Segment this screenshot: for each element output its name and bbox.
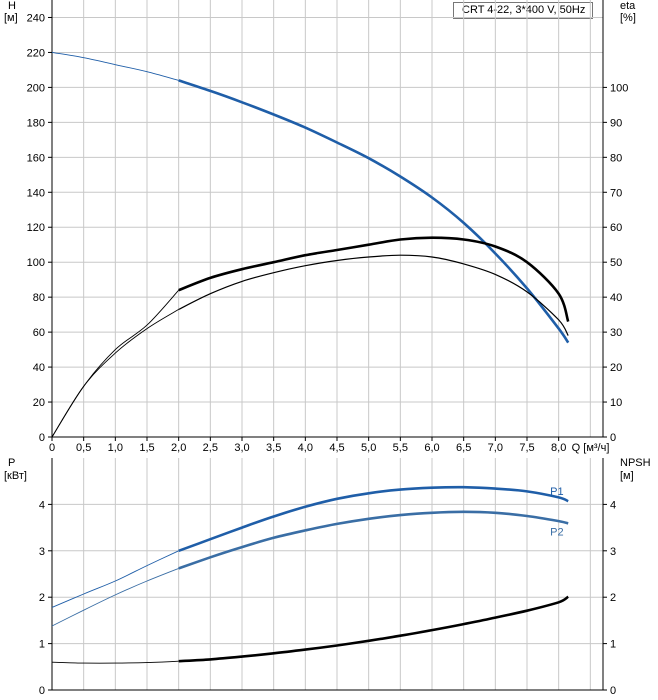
y-tick-label-right: 80 [610, 152, 622, 164]
series-line-P1-thin [51, 550, 179, 608]
series-label-P1: P1 [550, 486, 563, 498]
series-line-NPSH-thin [51, 660, 179, 664]
y-axis-unit-left: [м] [4, 12, 18, 24]
y-tick-label-left: 100 [27, 257, 45, 269]
x-tick-label: 5,0 [361, 442, 376, 454]
series-line-P2 [178, 510, 569, 570]
y-tick-label-left: 80 [33, 292, 45, 304]
y-tick-label-left: 2 [39, 592, 45, 604]
y-tick-label-left: 160 [27, 152, 45, 164]
x-tick-label: 1,0 [108, 442, 123, 454]
y-tick-label-left: 3 [39, 546, 45, 558]
series-line-eta_thin [178, 254, 569, 336]
x-tick-label: 0 [49, 442, 55, 454]
y-tick-label-right: 3 [610, 546, 616, 558]
y-tick-label-left: 40 [33, 362, 45, 374]
y-axis-label-right: NPSH [620, 457, 651, 469]
series-line-H-thin [51, 51, 179, 81]
x-tick-label: 6,0 [424, 442, 439, 454]
x-tick-label: 7,0 [488, 442, 503, 454]
y-tick-label-left: 60 [33, 327, 45, 339]
y-tick-label-right: 10 [610, 397, 622, 409]
y-tick-label-right: 100 [610, 82, 628, 94]
y-tick-label-left: 240 [27, 12, 45, 24]
x-tick-label: 2,0 [171, 442, 186, 454]
series-line-eta_thin-thin [51, 309, 179, 438]
y-tick-label-right: 30 [610, 327, 622, 339]
x-tick-label: 4,5 [329, 442, 344, 454]
y-tick-label-right: 2 [610, 592, 616, 604]
x-tick-label: 3,0 [234, 442, 249, 454]
x-tick-label: 8,0 [551, 442, 566, 454]
series-label-P2: P2 [550, 526, 563, 538]
x-tick-label: 0,5 [76, 442, 91, 454]
y-tick-label-left: 4 [39, 499, 45, 511]
y-tick-label-right: 0 [610, 685, 616, 697]
y-axis-unit-right: [м] [620, 470, 634, 482]
y-axis-label-left: H [8, 0, 16, 12]
y-tick-label-right: 70 [610, 187, 622, 199]
x-tick-label: 4,0 [298, 442, 313, 454]
series-line-P1 [178, 485, 569, 553]
y-tick-label-right: 0 [610, 432, 616, 444]
y-tick-label-left: 0 [39, 432, 45, 444]
series-line-P2-thin [51, 567, 179, 627]
pump-title-box: CRT 4-22, 3*400 V, 50Hz [453, 2, 593, 19]
y-tick-label-left: 140 [27, 187, 45, 199]
y-axis-label-right: eta [620, 0, 636, 12]
y-tick-label-left: 220 [27, 47, 45, 59]
y-tick-label-right: 90 [610, 117, 622, 129]
y-tick-label-left: 1 [39, 639, 45, 651]
y-tick-label-left: 0 [39, 685, 45, 697]
y-axis-unit-left: [кВт] [4, 470, 27, 482]
x-tick-label: 3,5 [266, 442, 281, 454]
y-tick-label-left: 20 [33, 397, 45, 409]
y-tick-label-right: 20 [610, 362, 622, 374]
pump-title: CRT 4-22, 3*400 V, 50Hz [462, 4, 586, 16]
y-tick-label-right: 40 [610, 292, 622, 304]
y-axis-unit-right: [%] [620, 12, 636, 24]
x-tick-label: 1,5 [139, 442, 154, 454]
y-tick-label-right: 1 [610, 639, 616, 651]
x-tick-label: 7,5 [519, 442, 534, 454]
series-line-H [178, 79, 570, 344]
y-tick-label-left: 120 [27, 222, 45, 234]
y-tick-label-right: 4 [610, 499, 616, 511]
x-tick-label: 2,5 [203, 442, 218, 454]
x-tick-label: 5,5 [393, 442, 408, 454]
x-axis-label: Q [м³/ч] [572, 442, 610, 454]
x-tick-label: 6,5 [456, 442, 471, 454]
series-line-NPSH [178, 595, 569, 663]
y-tick-label-right: 60 [610, 222, 622, 234]
y-tick-label-left: 180 [27, 117, 45, 129]
series-line-eta [178, 236, 570, 323]
y-tick-label-right: 50 [610, 257, 622, 269]
y-tick-label-left: 200 [27, 82, 45, 94]
y-axis-label-left: P [8, 457, 15, 469]
